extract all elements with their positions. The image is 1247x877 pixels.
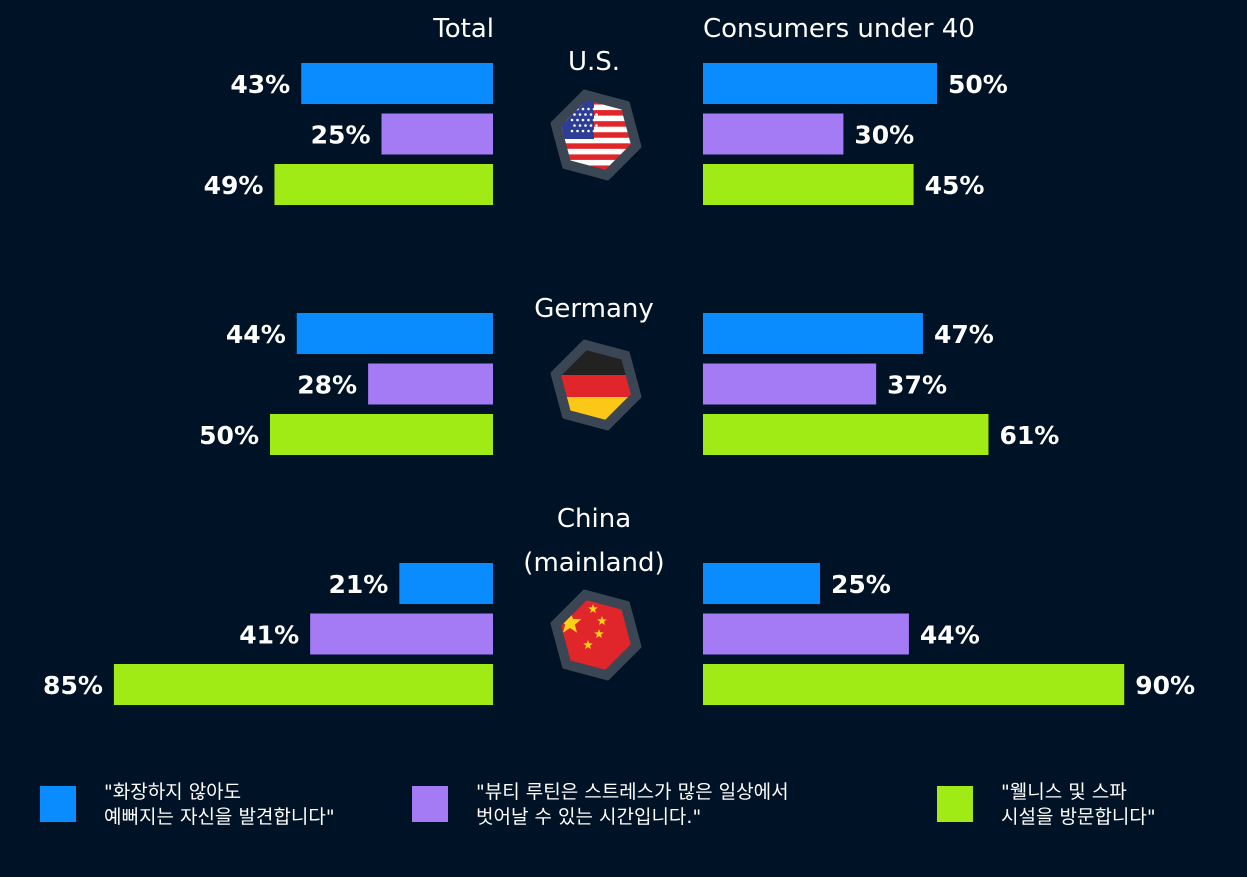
bar-total bbox=[274, 164, 493, 205]
bar-under40 bbox=[703, 313, 923, 354]
data-label: 21% bbox=[328, 570, 388, 599]
bar-total bbox=[113, 664, 494, 705]
data-label: 45% bbox=[925, 171, 985, 200]
data-label: 49% bbox=[204, 171, 264, 200]
bar-total bbox=[270, 414, 493, 455]
legend-item: "웰니스 및 스파 시설을 방문합니다" bbox=[937, 780, 1156, 830]
bar-total bbox=[310, 613, 493, 655]
data-label: 43% bbox=[230, 70, 290, 99]
data-label: 28% bbox=[297, 371, 357, 400]
bar-total bbox=[399, 563, 493, 604]
data-label: 37% bbox=[887, 371, 947, 400]
bar-total bbox=[368, 363, 493, 405]
chart: Total Consumers under 40 U.S. 43% 50% 25% 30% 4… bbox=[43, 14, 1195, 705]
data-label: 41% bbox=[239, 621, 299, 650]
germany-flag-icon bbox=[550, 339, 642, 431]
bar-under40 bbox=[703, 414, 989, 455]
bar-total bbox=[301, 63, 493, 104]
data-label: 25% bbox=[831, 570, 891, 599]
group-title: China bbox=[557, 504, 631, 534]
group-title: Germany bbox=[534, 294, 654, 324]
bar-under40 bbox=[703, 664, 1125, 705]
legend-item: "화장하지 않아도 예뻐지는 자신을 발견합니다" bbox=[40, 780, 335, 830]
data-label: 30% bbox=[854, 121, 914, 150]
data-label: 25% bbox=[311, 121, 371, 150]
bar-under40 bbox=[703, 63, 937, 104]
legend-item: "뷰티 루틴은 스트레스가 많은 일상에서 벗어날 수 있는 시간입니다." bbox=[412, 780, 789, 830]
us-flag-icon bbox=[550, 89, 642, 181]
data-label: 50% bbox=[948, 70, 1008, 99]
data-label: 85% bbox=[43, 671, 103, 700]
data-label: 61% bbox=[999, 421, 1059, 450]
bar-under40 bbox=[703, 164, 914, 205]
panel-title-under40: Consumers under 40 bbox=[703, 14, 975, 44]
data-label: 44% bbox=[226, 320, 286, 349]
bar-total bbox=[381, 113, 493, 155]
bar-under40 bbox=[703, 613, 909, 655]
legend-label: "뷰티 루틴은 스트레스가 많은 일상에서 벗어날 수 있는 시간입니다." bbox=[476, 781, 789, 828]
bar-under40 bbox=[703, 113, 844, 155]
group-title: (mainland) bbox=[523, 548, 664, 578]
bar-under40 bbox=[703, 563, 820, 604]
bar-total bbox=[296, 313, 493, 354]
data-label: 90% bbox=[1135, 671, 1195, 700]
group-title: U.S. bbox=[568, 47, 620, 77]
data-label: 44% bbox=[920, 621, 980, 650]
data-label: 47% bbox=[934, 320, 994, 349]
data-label: 50% bbox=[199, 421, 259, 450]
legend-swatch bbox=[40, 786, 76, 822]
bar-under40 bbox=[703, 363, 877, 405]
legend-swatch bbox=[412, 786, 448, 822]
panel-title-total: Total bbox=[432, 14, 494, 44]
legend-label: "화장하지 않아도 예뻐지는 자신을 발견합니다" bbox=[104, 781, 335, 828]
legend-swatch bbox=[937, 786, 973, 822]
legend-label: "웰니스 및 스파 시설을 방문합니다" bbox=[1001, 781, 1156, 828]
china-flag-icon bbox=[550, 589, 642, 681]
